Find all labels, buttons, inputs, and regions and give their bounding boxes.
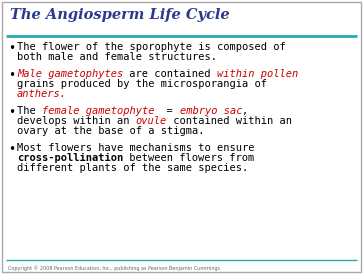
Text: Male gametophytes: Male gametophytes — [17, 69, 123, 79]
Text: •: • — [8, 42, 15, 55]
Text: •: • — [8, 106, 15, 119]
Text: ,: , — [242, 106, 248, 116]
Text: anthers.: anthers. — [17, 89, 67, 99]
Text: cross-pollination: cross-pollination — [17, 153, 123, 163]
Text: different plants of the same species.: different plants of the same species. — [17, 163, 248, 173]
Text: grains produced by the microsporangia of: grains produced by the microsporangia of — [17, 79, 267, 89]
Text: •: • — [8, 69, 15, 82]
Text: between flowers from: between flowers from — [123, 153, 254, 163]
Text: ovary at the base of a stigma.: ovary at the base of a stigma. — [17, 126, 204, 136]
Text: ovule: ovule — [136, 116, 167, 126]
Text: Most flowers have mechanisms to ensure: Most flowers have mechanisms to ensure — [17, 143, 254, 153]
Text: female gametophyte: female gametophyte — [42, 106, 155, 116]
Text: •: • — [8, 143, 15, 156]
Text: develops within an: develops within an — [17, 116, 136, 126]
Text: within pollen: within pollen — [217, 69, 298, 79]
Text: =: = — [155, 106, 179, 116]
Text: The: The — [17, 106, 42, 116]
Text: Copyright © 2008 Pearson Education, Inc., publishing as Pearson Benjamin Cumming: Copyright © 2008 Pearson Education, Inc.… — [8, 266, 220, 271]
Text: embryo sac: embryo sac — [179, 106, 242, 116]
Text: contained within an: contained within an — [167, 116, 292, 126]
Text: The Angiosperm Life Cycle: The Angiosperm Life Cycle — [10, 8, 230, 22]
Text: are contained: are contained — [123, 69, 217, 79]
FancyBboxPatch shape — [2, 2, 361, 272]
Text: both male and female structures.: both male and female structures. — [17, 52, 217, 62]
Text: The flower of the sporophyte is composed of: The flower of the sporophyte is composed… — [17, 42, 286, 52]
